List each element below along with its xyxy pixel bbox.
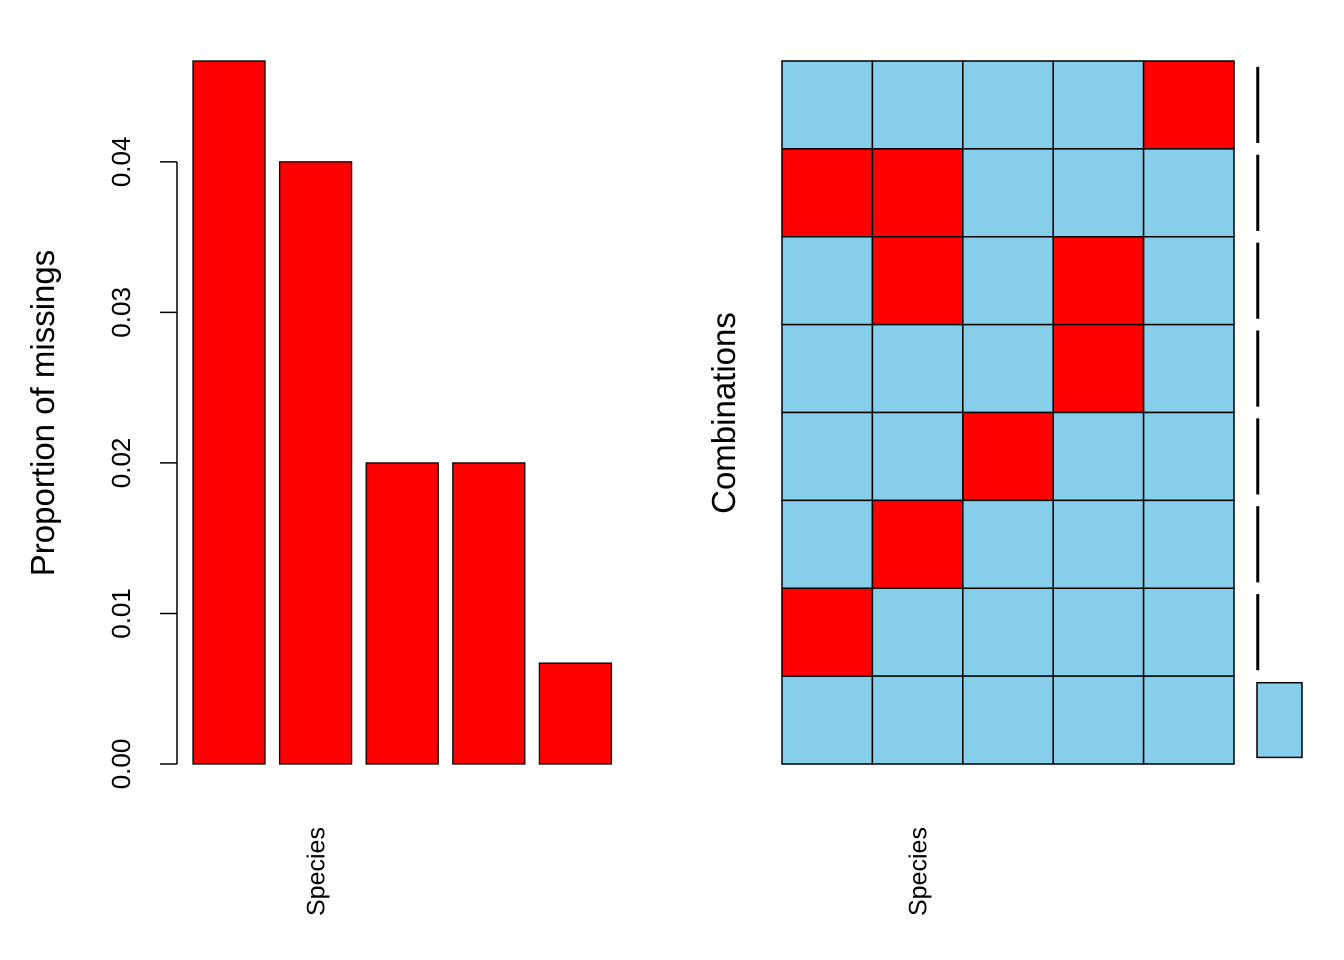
combination-cell bbox=[1052, 60, 1145, 150]
x-tick-label: Species bbox=[303, 827, 331, 916]
x-axis-tick-labels: Species bbox=[303, 827, 331, 916]
combination-cell bbox=[781, 236, 874, 326]
combination-cell bbox=[1142, 323, 1235, 414]
combination-cell bbox=[871, 148, 964, 238]
combination-cell bbox=[1142, 236, 1235, 326]
combination-frequency-bars bbox=[1256, 66, 1303, 759]
combination-cell bbox=[781, 499, 874, 589]
combination-cells bbox=[781, 60, 1235, 765]
frequency-bar bbox=[1256, 594, 1260, 671]
combination-cell bbox=[1052, 323, 1145, 414]
combination-cell bbox=[781, 587, 874, 677]
combination-cell bbox=[1142, 148, 1235, 238]
combination-cell bbox=[962, 411, 1054, 502]
combination-cell bbox=[781, 60, 874, 150]
combination-cell bbox=[871, 499, 964, 589]
combination-cell bbox=[962, 323, 1054, 414]
bar bbox=[365, 462, 439, 765]
combination-cell bbox=[1142, 60, 1235, 150]
combination-cell bbox=[962, 587, 1054, 677]
y-axis-label-combinations: Combinations bbox=[705, 312, 742, 514]
x-tick-label: Species bbox=[905, 827, 933, 916]
combination-cell bbox=[962, 148, 1054, 238]
combination-cell bbox=[871, 587, 964, 677]
x-axis-tick-labels: Species bbox=[905, 827, 933, 916]
y-tick-label: 0.01 bbox=[106, 588, 136, 639]
combination-cell bbox=[1052, 587, 1145, 677]
combination-cell bbox=[1142, 587, 1235, 677]
y-axis-label-proportion: Proportion of missings bbox=[24, 250, 61, 576]
bar bbox=[278, 161, 353, 765]
frequency-bar bbox=[1256, 681, 1303, 759]
combination-cell bbox=[781, 148, 874, 238]
combination-cell bbox=[962, 236, 1054, 326]
combination-cell bbox=[871, 323, 964, 414]
combination-cell bbox=[871, 236, 964, 326]
combination-cell bbox=[871, 411, 964, 502]
frequency-bar bbox=[1256, 66, 1260, 144]
combination-cell bbox=[781, 411, 874, 502]
combination-cell bbox=[962, 675, 1054, 765]
combination-cell bbox=[1052, 675, 1145, 765]
combination-cell bbox=[871, 675, 964, 765]
bar bbox=[538, 662, 613, 765]
missing-proportion-barplot: Proportion of missings 0.000.010.020.030… bbox=[24, 60, 613, 916]
frequency-bar bbox=[1256, 506, 1260, 583]
combination-cell bbox=[871, 60, 964, 150]
y-tick-label: 0.00 bbox=[106, 739, 136, 790]
combination-cell bbox=[1142, 499, 1235, 589]
combination-cell bbox=[1142, 675, 1235, 765]
combination-cell bbox=[1052, 499, 1145, 589]
combination-cell bbox=[1142, 411, 1235, 502]
bar bbox=[192, 60, 266, 765]
combination-cell bbox=[1052, 236, 1145, 326]
frequency-bar bbox=[1256, 418, 1260, 495]
frequency-bar bbox=[1256, 330, 1260, 407]
combination-cell bbox=[1052, 148, 1145, 238]
y-tick-label: 0.04 bbox=[106, 137, 136, 188]
bar bbox=[452, 462, 526, 765]
combination-cell bbox=[781, 323, 874, 414]
y-tick-label: 0.02 bbox=[106, 438, 136, 489]
missing-combinations-grid: Combinations Species bbox=[705, 60, 1303, 916]
bars bbox=[192, 60, 613, 765]
y-tick-label: 0.03 bbox=[106, 287, 136, 338]
combination-cell bbox=[781, 675, 874, 765]
frequency-bar bbox=[1256, 154, 1260, 231]
frequency-bar bbox=[1256, 242, 1260, 319]
combination-cell bbox=[962, 499, 1054, 589]
combination-cell bbox=[1052, 411, 1145, 502]
y-axis-ticks: 0.00 0.01 0.02 0.03 0.04 bbox=[106, 137, 177, 790]
combination-cell bbox=[962, 60, 1054, 150]
